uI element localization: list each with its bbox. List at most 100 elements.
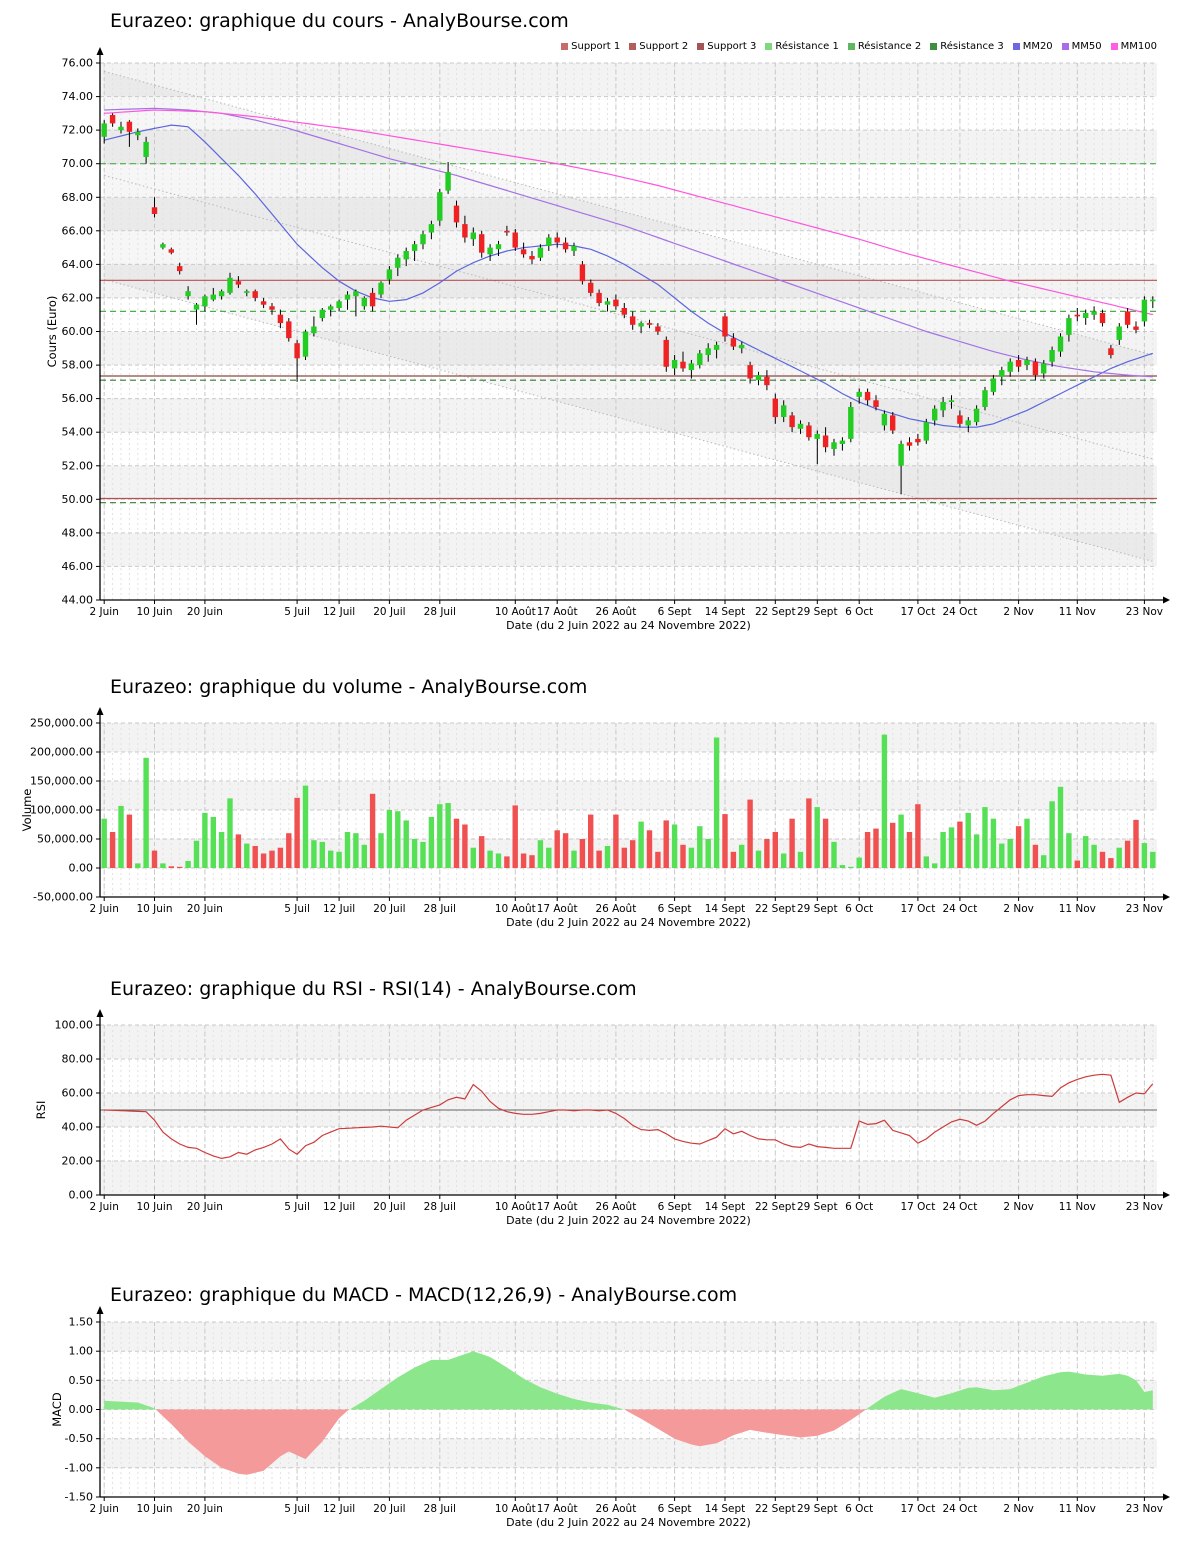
svg-text:56.00: 56.00 bbox=[62, 392, 94, 405]
svg-text:22 Sept: 22 Sept bbox=[755, 606, 796, 618]
svg-text:2 Nov: 2 Nov bbox=[1003, 606, 1034, 618]
svg-text:5 Juil: 5 Juil bbox=[284, 606, 310, 618]
svg-text:-1.00: -1.00 bbox=[65, 1461, 93, 1474]
svg-text:12 Juil: 12 Juil bbox=[323, 903, 355, 915]
svg-text:29 Sept: 29 Sept bbox=[797, 606, 838, 618]
svg-text:6 Oct: 6 Oct bbox=[845, 606, 873, 618]
rsi-chart-title: Eurazeo: graphique du RSI - RSI(14) - An… bbox=[110, 978, 637, 1000]
svg-text:28 Juil: 28 Juil bbox=[424, 606, 456, 618]
svg-text:5 Juil: 5 Juil bbox=[284, 1201, 310, 1213]
svg-text:24 Oct: 24 Oct bbox=[942, 1201, 977, 1213]
x-axis-label: Date (du 2 Juin 2022 au 24 Novembre 2022… bbox=[506, 1516, 751, 1529]
svg-text:0.00: 0.00 bbox=[69, 1403, 94, 1416]
legend-item-r-sistance-2: Résistance 2 bbox=[847, 41, 921, 52]
volume-chart-title: Eurazeo: graphique du volume - AnalyBour… bbox=[110, 676, 588, 698]
svg-text:1.50: 1.50 bbox=[69, 1316, 94, 1329]
legend-swatch bbox=[561, 43, 569, 50]
svg-text:2 Juin: 2 Juin bbox=[90, 606, 119, 618]
svg-text:6 Sept: 6 Sept bbox=[658, 606, 692, 618]
svg-text:17 Oct: 17 Oct bbox=[900, 1201, 935, 1213]
svg-text:58.00: 58.00 bbox=[62, 359, 94, 372]
mm20-line bbox=[104, 124, 1153, 428]
svg-text:6 Sept: 6 Sept bbox=[658, 903, 692, 915]
svg-text:28 Juil: 28 Juil bbox=[424, 903, 456, 915]
legend-label: MM20 bbox=[1022, 41, 1053, 52]
svg-text:5 Juil: 5 Juil bbox=[284, 1503, 310, 1515]
svg-text:14 Sept: 14 Sept bbox=[705, 1201, 746, 1213]
legend-label: MM100 bbox=[1120, 41, 1157, 52]
svg-text:60.00: 60.00 bbox=[62, 325, 94, 338]
svg-text:2 Nov: 2 Nov bbox=[1003, 1201, 1034, 1213]
svg-text:11 Nov: 11 Nov bbox=[1059, 1503, 1096, 1515]
x-axis-label: Date (du 2 Juin 2022 au 24 Novembre 2022… bbox=[506, 916, 751, 929]
svg-text:6 Sept: 6 Sept bbox=[658, 1503, 692, 1515]
svg-text:46.00: 46.00 bbox=[62, 560, 94, 573]
svg-text:23 Nov: 23 Nov bbox=[1126, 606, 1163, 618]
svg-text:100.00: 100.00 bbox=[55, 1019, 94, 1032]
candles-layer bbox=[101, 113, 1156, 495]
legend-label: Résistance 3 bbox=[940, 41, 1004, 52]
legend-item-support-1: Support 1 bbox=[561, 41, 620, 52]
svg-text:29 Sept: 29 Sept bbox=[797, 903, 838, 915]
x-axis-label: Date (du 2 Juin 2022 au 24 Novembre 2022… bbox=[506, 619, 751, 632]
legend-item-mm20: MM20 bbox=[1012, 41, 1053, 52]
legend-label: MM50 bbox=[1071, 41, 1102, 52]
price-chart-plot: 76.00 74.00 72.00 70.00 68.00 66.00 64.00 62.00… bbox=[45, 47, 1170, 632]
mm100-line bbox=[104, 109, 1153, 316]
svg-text:26 Août: 26 Août bbox=[595, 1503, 636, 1515]
legend-swatch bbox=[847, 43, 855, 50]
svg-text:10 Août: 10 Août bbox=[495, 903, 536, 915]
legend-item-r-sistance-1: Résistance 1 bbox=[765, 41, 839, 52]
svg-text:100,000.00: 100,000.00 bbox=[30, 804, 93, 817]
svg-text:22 Sept: 22 Sept bbox=[755, 1503, 796, 1515]
legend-item-mm50: MM50 bbox=[1061, 41, 1102, 52]
svg-text:17 Août: 17 Août bbox=[537, 1201, 578, 1213]
macd-area-negative bbox=[104, 1409, 1153, 1475]
svg-text:2 Juin: 2 Juin bbox=[90, 1201, 119, 1213]
legend-item-support-3: Support 3 bbox=[697, 41, 756, 52]
y-axis-label: MACD bbox=[50, 1392, 64, 1427]
svg-text:20 Juil: 20 Juil bbox=[373, 606, 405, 618]
legend-swatch bbox=[1110, 43, 1118, 50]
svg-text:2 Nov: 2 Nov bbox=[1003, 1503, 1034, 1515]
legend-item-mm100: MM100 bbox=[1110, 41, 1157, 52]
svg-text:17 Août: 17 Août bbox=[537, 606, 578, 618]
legend-swatch bbox=[930, 43, 938, 50]
svg-text:66.00: 66.00 bbox=[62, 224, 94, 237]
legend-swatch bbox=[629, 43, 637, 50]
horizontal-gridlines bbox=[100, 62, 1157, 567]
svg-text:10 Août: 10 Août bbox=[495, 1503, 536, 1515]
svg-text:22 Sept: 22 Sept bbox=[755, 1201, 796, 1213]
legend-swatch bbox=[1012, 43, 1020, 50]
macd-chart-title: Eurazeo: graphique du MACD - MACD(12,26,… bbox=[110, 1284, 738, 1306]
svg-text:20 Juil: 20 Juil bbox=[373, 903, 405, 915]
svg-text:52.00: 52.00 bbox=[62, 459, 94, 472]
svg-text:64.00: 64.00 bbox=[62, 258, 94, 271]
svg-text:17 Oct: 17 Oct bbox=[900, 903, 935, 915]
axes: 1.50 1.00 0.50 0.00 -0.50 -1.00 -1.502 Juin 10 … bbox=[50, 1306, 1170, 1529]
y-axis-label: RSI bbox=[34, 1101, 48, 1120]
volume-chart-plot: 250,000.00 200,000.00 150,000.00 100,000.00… bbox=[20, 707, 1170, 929]
svg-text:10 Juin: 10 Juin bbox=[136, 1201, 172, 1213]
legend-label: Support 3 bbox=[707, 41, 757, 52]
svg-text:20 Juin: 20 Juin bbox=[187, 1201, 223, 1213]
svg-text:1.00: 1.00 bbox=[69, 1345, 94, 1358]
svg-text:50.00: 50.00 bbox=[62, 493, 94, 506]
svg-text:11 Nov: 11 Nov bbox=[1059, 606, 1096, 618]
axes: 76.00 74.00 72.00 70.00 68.00 66.00 64.00 62.00… bbox=[45, 47, 1170, 632]
svg-text:20 Juin: 20 Juin bbox=[187, 1503, 223, 1515]
legend-label: Résistance 1 bbox=[775, 41, 839, 52]
legend-swatch bbox=[697, 43, 705, 50]
svg-text:-1.50: -1.50 bbox=[65, 1491, 93, 1504]
svg-text:20.00: 20.00 bbox=[62, 1155, 94, 1168]
svg-text:76.00: 76.00 bbox=[62, 57, 94, 70]
x-axis-label: Date (du 2 Juin 2022 au 24 Novembre 2022… bbox=[506, 1214, 751, 1227]
horizontal-gridlines bbox=[100, 722, 1157, 869]
svg-text:14 Sept: 14 Sept bbox=[705, 606, 746, 618]
svg-text:0.00: 0.00 bbox=[69, 862, 94, 875]
svg-text:5 Juil: 5 Juil bbox=[284, 903, 310, 915]
legend-swatch bbox=[1061, 43, 1069, 50]
svg-text:17 Août: 17 Août bbox=[537, 1503, 578, 1515]
svg-text:10 Juin: 10 Juin bbox=[136, 903, 172, 915]
svg-text:23 Nov: 23 Nov bbox=[1126, 1503, 1163, 1515]
